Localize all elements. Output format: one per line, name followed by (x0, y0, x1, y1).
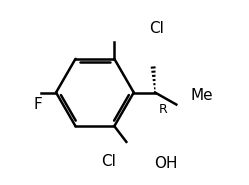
Text: Cl: Cl (149, 21, 164, 36)
Text: Cl: Cl (101, 154, 116, 169)
Text: OH: OH (154, 156, 178, 171)
Text: R: R (159, 103, 168, 116)
Text: Me: Me (190, 88, 213, 103)
Text: F: F (33, 97, 42, 112)
